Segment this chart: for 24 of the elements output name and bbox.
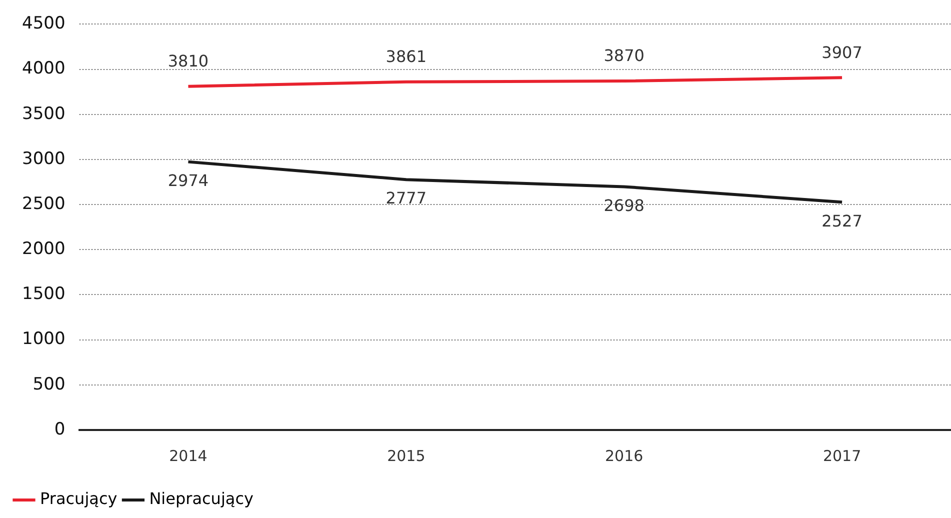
- y-tick-label: 3000: [22, 148, 66, 169]
- data-label: 2974: [168, 170, 209, 190]
- legend-label: Pracujący: [40, 489, 118, 508]
- y-tick-label: 0: [54, 419, 66, 440]
- y-tick-label: 2500: [22, 194, 66, 214]
- x-tick-label: 2015: [387, 446, 426, 465]
- x-tick-label: 2014: [169, 446, 208, 465]
- data-label: 2777: [386, 188, 427, 208]
- data-label: 3810: [168, 52, 209, 71]
- y-tick-label: 4500: [22, 14, 66, 34]
- y-tick-label: 1500: [22, 284, 66, 304]
- y-tick-label: 2000: [22, 239, 66, 260]
- data-label: 3870: [604, 46, 644, 66]
- legend-label: Niepracujący: [149, 489, 254, 508]
- y-tick-label: 4000: [22, 58, 66, 79]
- x-tick-label: 2016: [605, 446, 644, 465]
- x-tick-label: 2017: [822, 446, 862, 465]
- y-tick-label: 1000: [22, 329, 66, 350]
- y-tick-label: 3500: [22, 104, 66, 124]
- y-tick-label: 500: [32, 374, 66, 394]
- data-label: 2527: [822, 211, 862, 230]
- data-label: 3861: [386, 46, 427, 66]
- data-label: 2698: [604, 196, 644, 215]
- data-label: 3907: [822, 42, 862, 62]
